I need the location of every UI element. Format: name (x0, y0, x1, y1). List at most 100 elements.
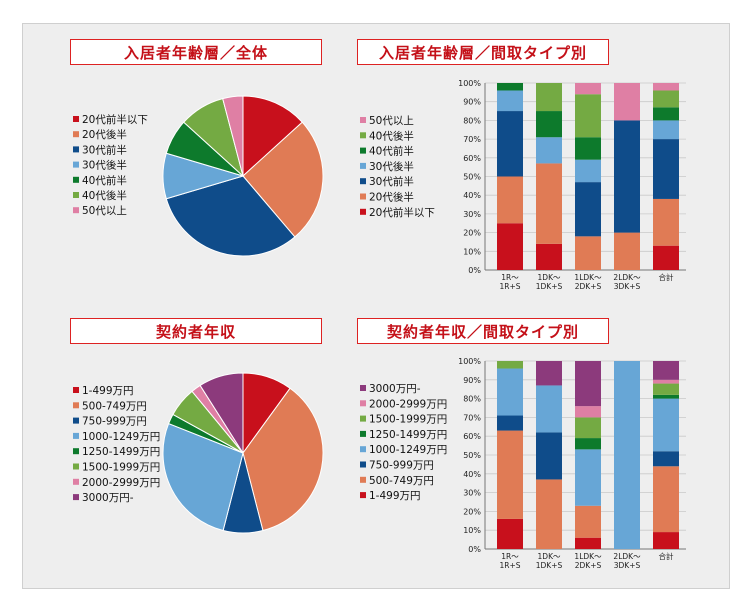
bar-segment (653, 466, 679, 533)
y-tick-label: 40% (463, 191, 481, 200)
bar-segment (497, 415, 523, 431)
bar-segment (653, 198, 679, 246)
bar-segment (536, 243, 562, 270)
bar-segment (497, 90, 523, 112)
stacked-bar-chart-1: 0% 10% 20% 30% 40% 50% 60% 70% 80% 90% 100% 1R～1R+S… (458, 79, 686, 291)
y-tick-label: 30% (463, 210, 481, 219)
legend-swatch (73, 116, 79, 122)
legend-swatch (360, 208, 366, 215)
bar-segment (653, 361, 679, 380)
legend-label: 500-749万円 (82, 400, 147, 412)
legend-swatch (73, 494, 79, 501)
bar-segment (653, 383, 679, 395)
bar-segment (536, 385, 562, 433)
legend-label: 3000万円- (82, 492, 134, 504)
legend-label: 30代前半 (82, 143, 127, 156)
legend-label: 3000万円- (369, 383, 421, 395)
x-tick-label: 合計 (659, 551, 674, 561)
legend-1: 50代以上 40代後半 40代前半 30代後半 30代前半 20代後半 20代前半以下 (360, 115, 435, 219)
bar-segment (653, 139, 679, 199)
bar-segment (497, 361, 523, 369)
bar-segment (497, 176, 523, 224)
bar-segment (536, 111, 562, 138)
pie-slice (242, 387, 324, 532)
y-tick-label: 10% (463, 526, 481, 535)
legend-swatch (73, 448, 79, 455)
bar-segment (536, 479, 562, 549)
legend-swatch (360, 461, 366, 468)
legend-swatch (360, 132, 366, 139)
bar-segment (575, 505, 601, 538)
bar-segment (497, 223, 523, 270)
legend-swatch (360, 193, 366, 200)
y-tick-label: 10% (463, 247, 481, 256)
bar-segment (575, 182, 601, 237)
y-tick-label: 20% (463, 507, 481, 516)
legend-label: 30代前半 (369, 175, 414, 188)
bar-segment (653, 394, 679, 399)
legend-swatch (73, 478, 79, 485)
pie-slice (242, 121, 324, 238)
x-tick-label: 1LDK～ (574, 552, 602, 561)
legend-swatch (73, 176, 79, 183)
legend-swatch (73, 387, 79, 393)
bar-segment (653, 451, 679, 467)
bar-segment (536, 432, 562, 480)
pie-chart-0 (162, 95, 324, 257)
bar-segment (614, 361, 640, 549)
bar-segment (536, 137, 562, 164)
y-tick-label: 80% (463, 395, 481, 404)
legend-label: 20代前半以下 (82, 113, 148, 126)
legend-swatch (73, 463, 79, 470)
legend-swatch (360, 446, 366, 453)
legend-label: 1250-1499万円 (82, 446, 160, 458)
y-tick-label: 50% (463, 173, 481, 182)
y-tick-label: 60% (463, 154, 481, 163)
bar-segment (653, 398, 679, 452)
x-tick-label: 1DK+S (536, 282, 563, 291)
legend-swatch (360, 117, 366, 123)
bar-segment (497, 368, 523, 416)
bar-segment (575, 159, 601, 183)
bar-segment (575, 406, 601, 418)
x-tick-label: 2LDK～ (613, 273, 641, 282)
y-tick-label: 70% (463, 135, 481, 144)
bar-segment (614, 232, 640, 270)
legend-swatch (73, 192, 79, 198)
legend-label: 40代後半 (82, 189, 127, 202)
chart-panel (22, 23, 730, 589)
bar-segment (653, 90, 679, 108)
bar-segment (653, 379, 679, 384)
legend-label: 40代後半 (369, 129, 414, 142)
bar-segment (614, 83, 640, 121)
bar-segment (653, 245, 679, 270)
legend-swatch (73, 161, 79, 168)
income-all-title: 契約者年収 (70, 318, 322, 344)
legend-swatch (73, 402, 79, 409)
bar-segment (536, 361, 562, 386)
legend-label: 750-999万円 (369, 460, 434, 472)
bar-segment (536, 83, 562, 112)
bar-segment (575, 417, 601, 439)
y-tick-label: 90% (463, 98, 481, 107)
y-tick-label: 0% (468, 545, 481, 554)
legend-swatch (73, 146, 79, 153)
bar-segment (575, 537, 601, 549)
x-tick-label: 1R～ (501, 273, 519, 282)
y-tick-label: 60% (463, 432, 481, 441)
legend-label: 1000-1249万円 (82, 431, 160, 443)
stacked-bar-chart-3: 0% 10% 20% 30% 40% 50% 60% 70% 80% 90% 100% 1R～1R+S… (458, 357, 686, 570)
x-tick-label: 1DK～ (538, 552, 561, 561)
x-tick-label: 1R～ (501, 552, 519, 561)
bar-segment (575, 94, 601, 138)
y-tick-label: 100% (458, 79, 481, 88)
legend-label: 1500-1999万円 (82, 462, 160, 474)
legend-swatch (360, 162, 366, 169)
legend-swatch (360, 178, 366, 185)
pie-slice (222, 95, 244, 177)
legend-swatch (360, 400, 366, 407)
legend-2: 1-499万円 500-749万円 750-999万円 1000-1249万円 1250… (73, 385, 160, 504)
bar-segment (497, 430, 523, 519)
bar-segment (575, 236, 601, 270)
